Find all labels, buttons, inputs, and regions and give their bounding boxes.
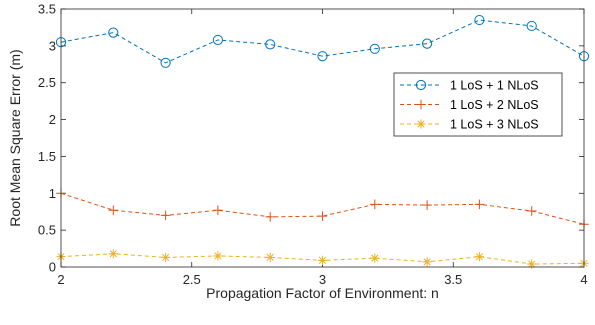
series-3-point-d2 bbox=[266, 253, 274, 262]
series-1-point bbox=[212, 34, 223, 46]
series-3-point-d2 bbox=[423, 258, 431, 266]
y-tick-label: 2 bbox=[49, 112, 56, 127]
series-3-point-d2 bbox=[528, 260, 536, 268]
legend-label: 1 LoS + 1 NLoS bbox=[450, 79, 539, 93]
x-tick-label: 2 bbox=[57, 272, 64, 287]
series-1-line bbox=[60, 19, 585, 64]
series-2-point bbox=[422, 200, 432, 210]
y-tick-label: 0.5 bbox=[38, 223, 56, 238]
series-3-point bbox=[265, 252, 275, 263]
legend: 1 LoS + 1 NLoS 1 LoS + 2 NLoS 1 LoS + 3 NL… bbox=[393, 72, 563, 137]
y-axis-label: Root Mean Square Error (m) bbox=[7, 49, 23, 226]
legend-item-2: 1 LoS + 2 NLoS bbox=[400, 98, 539, 112]
series-3-point bbox=[108, 249, 118, 259]
y-axis-ticks: 0 0.5 1 1.5 2 2.5 3 3.5 bbox=[38, 2, 584, 275]
x-tick-label: 2.5 bbox=[183, 272, 201, 287]
legend-label: 1 LoS + 2 NLoS bbox=[450, 98, 539, 112]
series-2 bbox=[56, 188, 589, 230]
series-3-point bbox=[317, 255, 328, 265]
series-1-point bbox=[160, 57, 171, 68]
y-tick-label: 3 bbox=[49, 38, 56, 53]
x-tick-label: 3 bbox=[319, 272, 326, 287]
series-3-point bbox=[213, 251, 223, 261]
series-2-point bbox=[370, 199, 380, 210]
legend-marker bbox=[416, 99, 426, 110]
legend-label: 1 LoS + 3 NLoS bbox=[450, 118, 539, 132]
series-2-point bbox=[474, 199, 485, 210]
series-2-point bbox=[526, 206, 537, 216]
series-3-point-d2 bbox=[371, 254, 379, 262]
y-tick-label: 0 bbox=[49, 260, 56, 275]
series-2-point bbox=[108, 205, 119, 216]
legend-marker-d2 bbox=[417, 120, 425, 128]
series-2-point bbox=[317, 211, 328, 221]
y-tick-label: 3.5 bbox=[38, 2, 56, 17]
legend-marker bbox=[416, 119, 426, 129]
series-1-point bbox=[526, 20, 537, 32]
series-2-point bbox=[213, 205, 223, 216]
x-axis-ticks: 2 2.5 3 3.5 4 bbox=[57, 9, 588, 287]
series-1-point bbox=[108, 27, 119, 38]
y-tick-label: 2.5 bbox=[38, 75, 56, 90]
legend-marker bbox=[415, 79, 427, 91]
series-1-point bbox=[422, 38, 433, 49]
series-1-point bbox=[317, 51, 328, 62]
series-1-point bbox=[369, 43, 380, 54]
x-tick-label: 4 bbox=[580, 272, 587, 287]
series-3-point-d2 bbox=[475, 253, 484, 261]
y-tick-label: 1.5 bbox=[38, 149, 56, 164]
series-3-point-d2 bbox=[318, 256, 327, 264]
series-1-point bbox=[265, 39, 276, 50]
series-2-point bbox=[265, 212, 275, 222]
x-tick-label: 3.5 bbox=[444, 272, 462, 287]
series-3-point-d2 bbox=[214, 252, 222, 260]
legend-item-1: 1 LoS + 1 NLoS bbox=[400, 79, 539, 93]
series-3-point bbox=[161, 252, 171, 263]
series-1-point bbox=[474, 14, 485, 26]
series-3-point bbox=[422, 257, 432, 267]
y-tick-label: 1 bbox=[49, 186, 56, 201]
x-axis-label: Propagation Factor of Environment: n bbox=[206, 285, 439, 301]
plot-area-frame bbox=[60, 8, 585, 268]
series-2-point bbox=[160, 210, 171, 221]
series-3-point-d2 bbox=[109, 250, 117, 258]
series-1 bbox=[55, 14, 590, 68]
legend-item-3: 1 LoS + 3 NLoS bbox=[400, 118, 539, 132]
series-3-point-d2 bbox=[161, 253, 170, 262]
series-3-point bbox=[370, 253, 380, 263]
series-3-point bbox=[474, 252, 484, 262]
series-layer bbox=[55, 14, 590, 269]
